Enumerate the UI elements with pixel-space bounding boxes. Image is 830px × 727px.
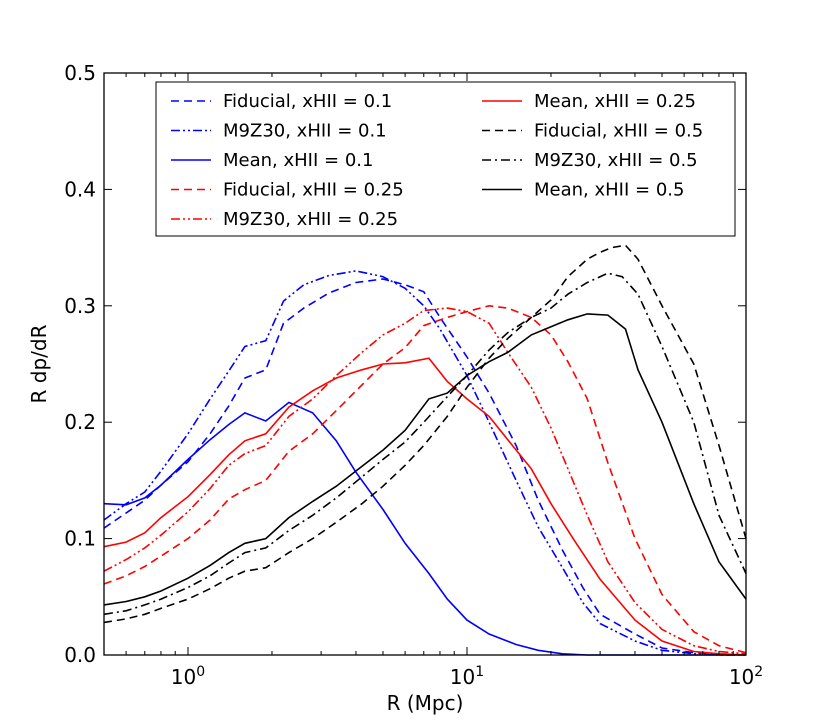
y-tick-label: 0.0 [64,643,96,667]
y-tick-label: 0.1 [64,527,96,551]
tick-layer: 0.0 0.1 0.2 0.3 0.4 0.5 100 101 102 [64,61,763,689]
legend-label-6: Fiducial, xHII = 0.5 [534,121,703,142]
y-tick-label: 0.2 [64,410,96,434]
legend-label-0: Fiducial, xHII = 0.1 [223,91,392,112]
legend-label-8: Mean, xHII = 0.5 [534,180,684,201]
series-line-8 [103,313,747,606]
series-line-0 [103,278,747,656]
y-tick-label: 0.5 [64,61,96,85]
y-tick-label: 0.3 [64,294,96,318]
series-line-7 [103,272,747,616]
y-tick-label: 0.4 [64,177,96,201]
legend-label-7: M9Z30, xHII = 0.5 [534,150,698,171]
legend-label-1: M9Z30, xHII = 0.1 [223,121,387,142]
series-line-5 [103,357,747,656]
series-line-3 [103,304,747,654]
legend-label-2: Mean, xHII = 0.1 [223,150,373,171]
x-tick-label: 102 [729,664,763,689]
legend: Fiducial, xHII = 0.1 M9Z30, xHII = 0.1 Mea… [155,81,736,237]
x-tick-label: 100 [171,664,205,689]
x-axis-label: R (Mpc) [387,691,464,715]
legend-label-4: M9Z30, xHII = 0.25 [223,209,398,230]
legend-frame [155,81,736,237]
y-axis-label: R dp/dR [27,324,51,403]
x-tick-label: 101 [450,664,484,689]
series-line-1 [103,270,746,656]
legend-label-3: Fiducial, xHII = 0.25 [223,180,404,201]
legend-label-5: Mean, xHII = 0.25 [534,91,696,112]
series-line-4 [103,307,747,655]
plot-area-frame [103,72,747,656]
series-line-6 [103,244,747,624]
